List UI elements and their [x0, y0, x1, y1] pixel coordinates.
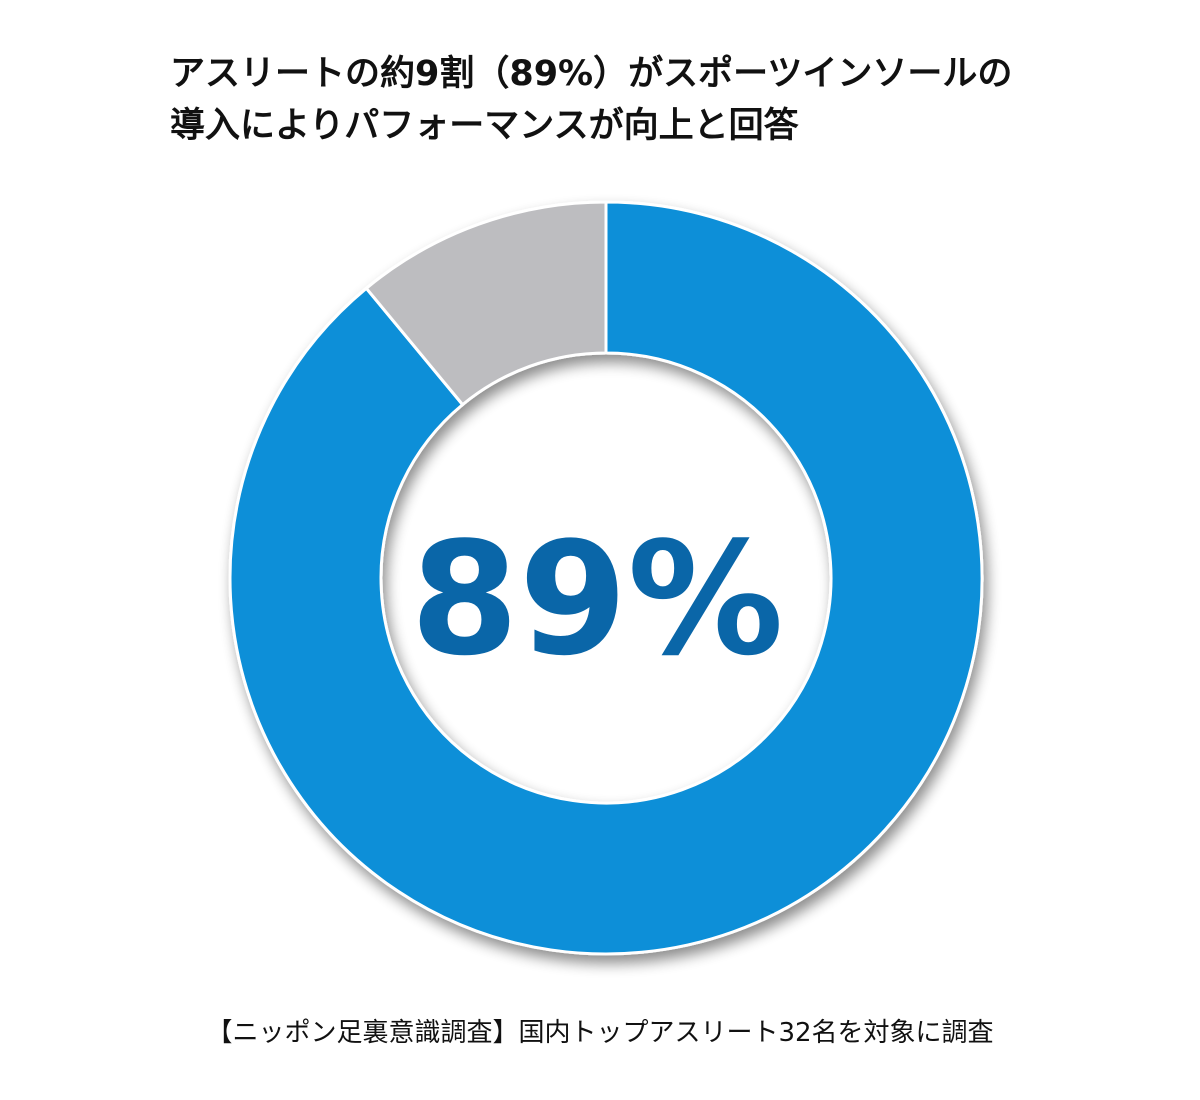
center-value-label: 89%: [410, 508, 783, 690]
chart-title: アスリートの約9割（89%）がスポーツインソールの 導入によりパフォーマンスが向…: [170, 48, 1130, 152]
chart-title-line-1: アスリートの約9割（89%）がスポーツインソールの: [170, 54, 1013, 94]
donut-slice-2: [364, 200, 608, 407]
donut-slices: [228, 200, 984, 956]
survey-footnote: 【ニッポン足裏意識調査】国内トップアスリート32名を対象に調査: [206, 1018, 994, 1048]
donut-slice-1: [228, 200, 984, 956]
chart-title-line-2: 導入によりパフォーマンスが向上と回答: [170, 106, 799, 146]
